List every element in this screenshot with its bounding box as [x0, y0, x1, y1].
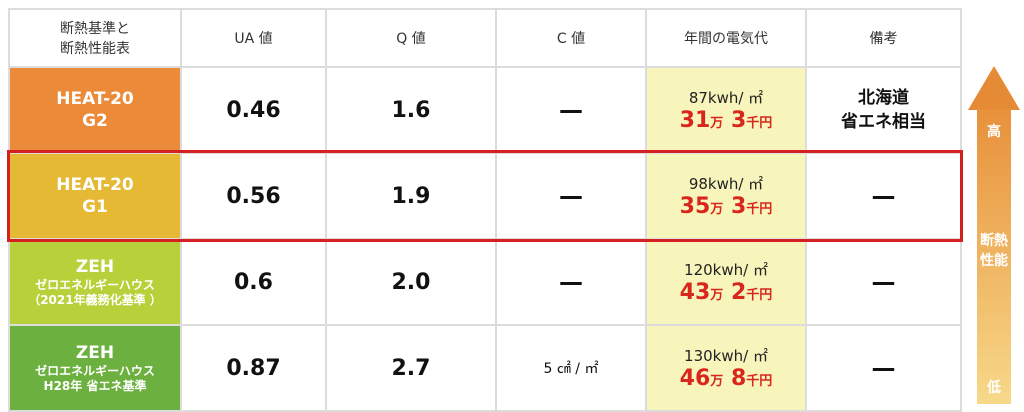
column-header: UA 値 — [180, 8, 327, 68]
q-value: 2.0 — [325, 238, 497, 326]
note: 北海道 省エネ相当 — [805, 66, 962, 154]
note: — — [805, 324, 962, 412]
arrow-head-icon — [968, 66, 1020, 110]
table-row: HEAT-20 G1 0.56 1.9 — 98kwh/ ㎡ 35万 3千円 — — [8, 152, 962, 240]
table-row: ZEH ゼロエネルギーハウス H28年 省エネ基準 0.87 2.7 5 ㎠ / ㎡… — [8, 324, 962, 412]
note: — — [805, 238, 962, 326]
electricity-cost: 98kwh/ ㎡ 35万 3千円 — [645, 152, 807, 240]
c-value: 5 ㎠ / ㎡ — [495, 324, 647, 412]
electricity-cost: 130kwh/ ㎡ 46万 8千円 — [645, 324, 807, 412]
column-header: 年間の電気代 — [645, 8, 807, 68]
ua-value: 0.87 — [180, 324, 327, 412]
ua-value: 0.56 — [180, 152, 327, 240]
highlight-box — [7, 150, 963, 242]
column-header: 断熱基準と 断熱性能表 — [8, 8, 182, 68]
electricity-cost: 120kwh/ ㎡ 43万 2千円 — [645, 238, 807, 326]
electricity-cost: 87kwh/ ㎡ 31万 3千円 — [645, 66, 807, 154]
performance-arrow: 高 断熱性能 低 — [968, 66, 1020, 404]
ua-value: 0.6 — [180, 238, 327, 326]
arrow-high-label: 高 — [987, 124, 1001, 140]
column-header: C 値 — [495, 8, 647, 68]
standard-label: ZEH ゼロエネルギーハウス H28年 省エネ基準 — [8, 324, 182, 412]
column-header: 備考 — [805, 8, 962, 68]
standard-label: ZEH ゼロエネルギーハウス （2021年義務化基準 ） — [8, 238, 182, 326]
q-value: 2.7 — [325, 324, 497, 412]
q-value: 1.6 — [325, 66, 497, 154]
column-header: Q 値 — [325, 8, 497, 68]
c-value: — — [495, 66, 647, 154]
q-value: 1.9 — [325, 152, 497, 240]
ua-value: 0.46 — [180, 66, 327, 154]
standard-label: HEAT-20 G2 — [8, 66, 182, 154]
c-value: — — [495, 152, 647, 240]
note: — — [805, 152, 962, 240]
arrow-low-label: 低 — [987, 380, 1001, 396]
table-row: HEAT-20 G2 0.46 1.6 — 87kwh/ ㎡ 31万 3千円 北海道… — [8, 66, 962, 154]
c-value: — — [495, 238, 647, 326]
table-row: ZEH ゼロエネルギーハウス （2021年義務化基準 ） 0.6 2.0 — 120… — [8, 238, 962, 326]
arrow-label: 断熱性能 — [980, 233, 1008, 269]
standard-label: HEAT-20 G1 — [8, 152, 182, 240]
